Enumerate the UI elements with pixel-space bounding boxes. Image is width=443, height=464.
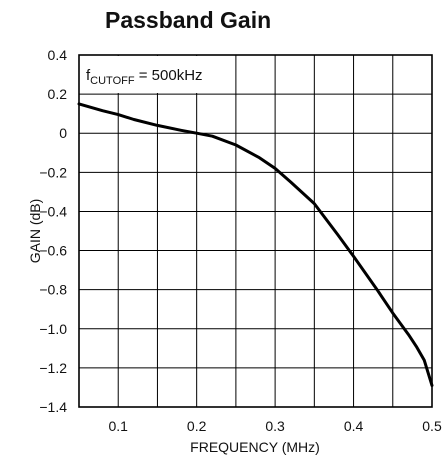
y-tick-label: −0.8	[39, 282, 67, 298]
annotation-rest: = 500kHz	[135, 67, 203, 84]
y-tick-label: 0	[59, 125, 67, 141]
annotation-subscript: CUTOFF	[90, 75, 135, 87]
plot-frame	[78, 54, 433, 408]
gain-curve	[77, 102, 434, 387]
y-tick-label: 0.4	[48, 47, 68, 63]
x-tick-label: 0.3	[265, 418, 285, 434]
grid	[78, 54, 433, 408]
y-tick-label: −0.2	[39, 164, 67, 180]
cutoff-annotation: fCUTOFF = 500kHz	[80, 56, 220, 93]
x-tick-label: 0.4	[344, 418, 364, 434]
y-tick-label: −1.0	[39, 321, 67, 337]
y-tick-label: −0.6	[39, 243, 67, 259]
x-axis-ticks: 0.1 0.2 0.3 0.4 0.5	[108, 418, 441, 434]
chart-title: Passband Gain	[105, 7, 271, 33]
annotation-background	[80, 56, 220, 93]
series-layer	[77, 102, 434, 387]
y-axis-ticks: 0.4 0.2 0 −0.2 −0.4 −0.6 −0.8 −1.0 −1.2 −1.4	[39, 47, 67, 415]
x-tick-label: 0.2	[187, 418, 207, 434]
y-tick-label: −1.2	[39, 360, 67, 376]
x-tick-label: 0.1	[108, 418, 128, 434]
y-axis-label: GAIN (dB)	[27, 199, 43, 264]
annotation-main: f	[86, 67, 91, 84]
y-tick-label: −0.4	[39, 203, 67, 219]
y-tick-label: 0.2	[48, 86, 68, 102]
x-tick-label: 0.5	[422, 418, 442, 434]
y-tick-label: −1.4	[39, 399, 67, 415]
x-axis-label: FREQUENCY (MHz)	[190, 439, 320, 455]
annotation-text: fCUTOFF = 500kHz	[86, 67, 203, 87]
